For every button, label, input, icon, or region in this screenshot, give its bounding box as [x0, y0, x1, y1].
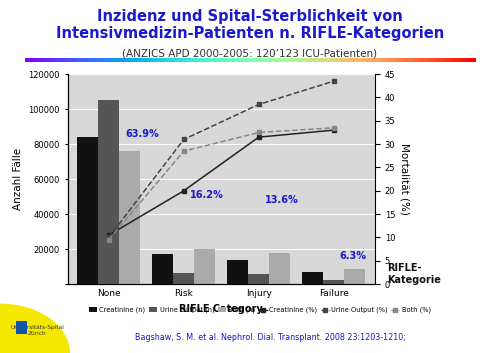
Legend: Creatinine (n), Urine Output (n), Both (n), Creatinine (%), Urine Output (%), Bo: Creatinine (n), Urine Output (n), Both (… [86, 304, 434, 316]
Bar [194, 249, 216, 284]
Text: Bagshaw, S. M. et al. Nephrol. Dial. Transplant. 2008 23:1203-1210;: Bagshaw, S. M. et al. Nephrol. Dial. Tra… [134, 333, 406, 342]
Bar [227, 260, 248, 284]
Bar [152, 255, 174, 284]
Text: 63.9%: 63.9% [126, 130, 159, 139]
Text: 16.2%: 16.2% [190, 190, 224, 200]
X-axis label: RIFLE Category: RIFLE Category [180, 304, 263, 313]
Text: RIFLE-
Kategorie: RIFLE- Kategorie [388, 263, 442, 285]
Text: (ANZICS APD 2000-2005: 120’123 ICU-Patienten): (ANZICS APD 2000-2005: 120’123 ICU-Patie… [122, 49, 378, 59]
Text: Inzidenz und Spital-Sterblichkeit von: Inzidenz und Spital-Sterblichkeit von [97, 9, 403, 24]
Text: Universitäts­Spital
Zürich: Universitäts­Spital Zürich [10, 325, 64, 336]
Bar [302, 272, 323, 284]
Bar [120, 151, 141, 284]
Text: Intensivmedizin-Patienten n. RIFLE-Kategorien: Intensivmedizin-Patienten n. RIFLE-Kateg… [56, 26, 444, 41]
Bar [269, 253, 290, 284]
Y-axis label: Anzahl Fälle: Anzahl Fälle [13, 148, 23, 210]
Bar [344, 269, 365, 284]
Bar [98, 100, 119, 284]
Bar [174, 273, 194, 284]
Y-axis label: Mortalität (%): Mortalität (%) [399, 143, 409, 215]
Bar [323, 280, 344, 284]
Bar [78, 137, 98, 284]
Text: 6.3%: 6.3% [340, 251, 367, 261]
Bar [248, 274, 269, 284]
Text: 13.6%: 13.6% [265, 195, 298, 205]
